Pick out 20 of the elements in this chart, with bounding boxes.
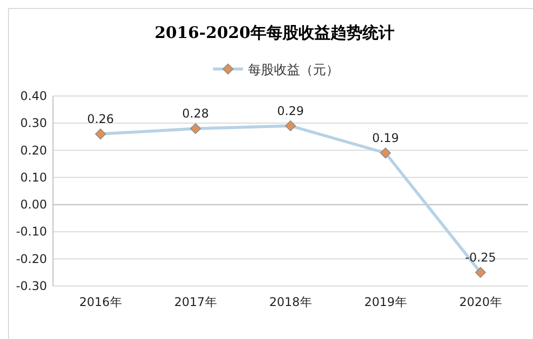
x-tick-label: 2019年	[364, 295, 407, 309]
chart-title: 2016-2020年每股收益趋势统计	[154, 23, 394, 42]
y-tick-label: -0.10	[16, 224, 47, 239]
data-label: 0.26	[87, 112, 114, 126]
x-tick-label: 2020年	[459, 295, 502, 309]
legend-label: 每股收益（元）	[248, 63, 339, 78]
y-tick-label: 0.20	[20, 143, 47, 158]
data-label: 0.29	[277, 104, 304, 118]
y-tick-label: 0.10	[20, 170, 47, 184]
y-tick-label: 0.30	[20, 116, 47, 130]
data-label: -0.25	[464, 250, 496, 264]
x-tick-label: 2016年	[79, 295, 122, 309]
y-tick-label: -0.30	[16, 279, 47, 293]
data-label: 0.28	[182, 106, 209, 121]
y-tick-label: 0.00	[20, 198, 47, 212]
y-tick-label: -0.20	[16, 252, 47, 266]
x-tick-label: 2018年	[269, 295, 312, 309]
data-label: 0.19	[372, 131, 399, 145]
x-tick-label: 2017年	[174, 295, 217, 309]
y-tick-label: 0.40	[20, 89, 47, 103]
